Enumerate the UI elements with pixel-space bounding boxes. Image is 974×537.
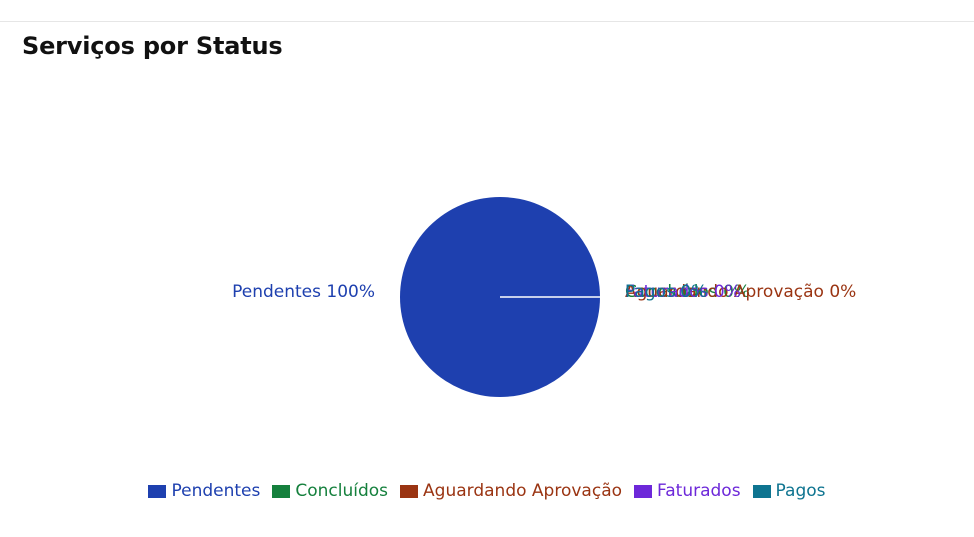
pie-label-concluidos: Concluídos 0%	[625, 282, 750, 302]
legend-item-pendentes[interactable]: Pendentes	[148, 481, 260, 501]
legend-swatch	[272, 484, 291, 498]
chart-legend: Pendentes Concluídos Aguardando Aprovação F…	[0, 481, 974, 501]
legend-swatch	[634, 484, 653, 498]
pie-label-pendentes: Pendentes 100%	[232, 282, 375, 302]
legend-item-aguardando-aprovacao[interactable]: Aguardando Aprovação	[400, 481, 622, 501]
chart-title: Serviços por Status	[22, 32, 283, 60]
legend-swatch	[752, 484, 771, 498]
legend-item-pagos[interactable]: Pagos	[752, 481, 826, 501]
legend-swatch	[400, 484, 419, 498]
legend-label: Pagos	[775, 481, 826, 501]
pie-label-pagos: Pagos 0%	[625, 282, 707, 302]
top-divider	[0, 21, 974, 22]
pie-slice-labels: Pendentes 100% Concluídos 0%Aguardando Ap…	[232, 282, 856, 302]
pie-slices	[400, 197, 600, 397]
legend-label: Concluídos	[295, 481, 389, 501]
pie-label-aguardando-aprovacao: Aguardando Aprovação 0%	[625, 282, 856, 302]
legend-swatch	[148, 484, 167, 498]
legend-label: Faturados	[657, 481, 741, 501]
legend-label: Pendentes	[171, 481, 261, 501]
legend-item-faturados[interactable]: Faturados	[634, 481, 741, 501]
pie-label-faturados: Faturados 0%	[625, 282, 741, 302]
legend-label: Aguardando Aprovação	[423, 481, 623, 501]
legend-item-concluidos[interactable]: Concluídos	[272, 481, 388, 501]
